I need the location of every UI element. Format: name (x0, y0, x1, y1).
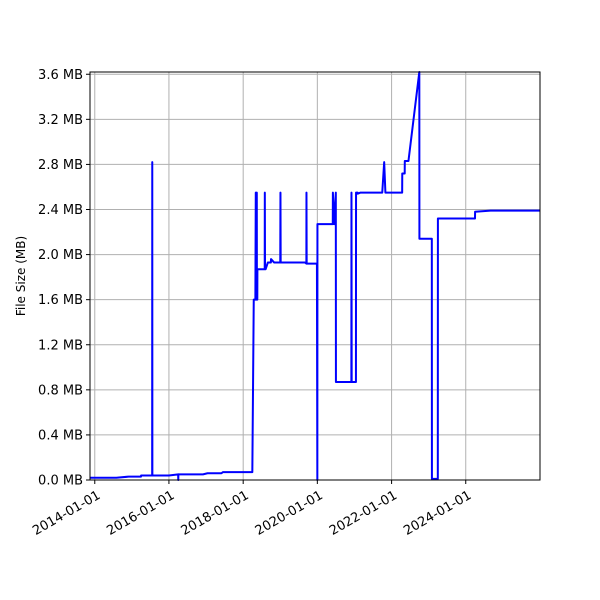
y-tick-label: 0.8 MB (38, 383, 83, 398)
series-line (90, 71, 540, 481)
y-tick-label: 1.6 MB (38, 293, 83, 308)
gridlines (90, 72, 540, 481)
series-layer (90, 71, 540, 481)
y-tick-label: 2.8 MB (38, 158, 83, 173)
y-tick-label: 0.0 MB (38, 474, 83, 489)
y-axis-label: File Size (MB) (14, 236, 28, 316)
y-tick-label: 3.2 MB (38, 113, 83, 128)
y-tick-label: 0.4 MB (38, 428, 83, 443)
y-tick-label: 2.0 MB (38, 248, 83, 263)
y-tick-label: 3.6 MB (38, 68, 83, 83)
y-tick-label: 1.2 MB (38, 338, 83, 353)
y-tick-label: 2.4 MB (38, 203, 83, 218)
plot-area-frame (89, 71, 541, 481)
